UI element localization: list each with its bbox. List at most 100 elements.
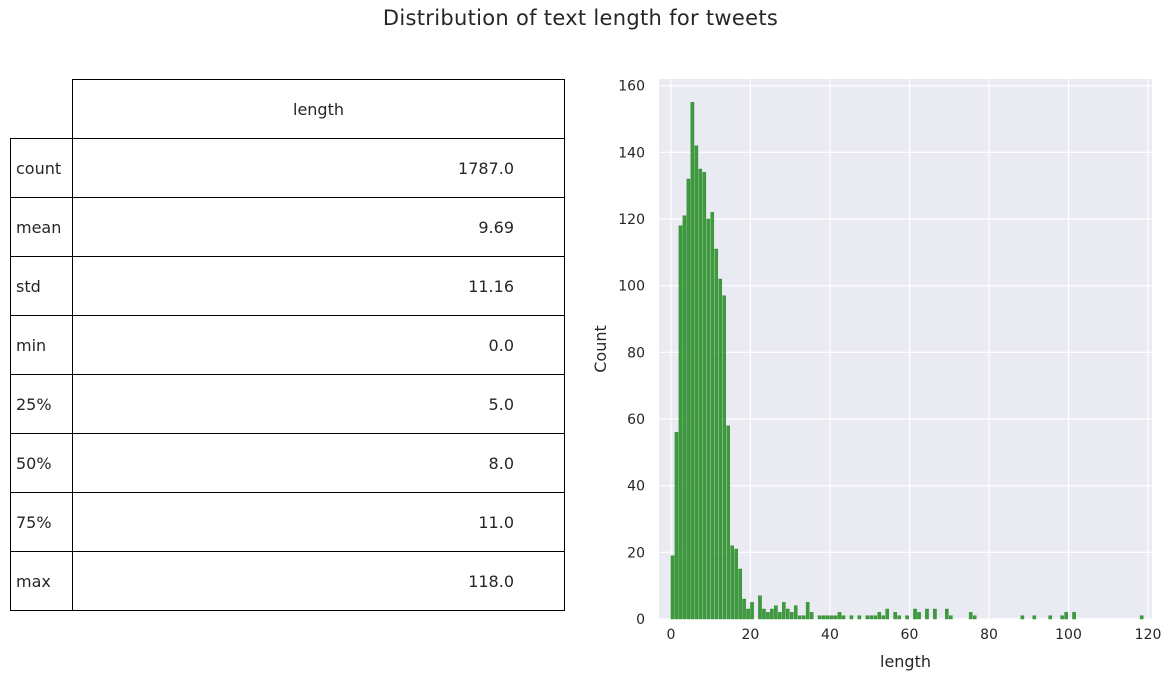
x-tick-label: 60 xyxy=(901,627,919,643)
histogram-bar xyxy=(670,555,675,620)
histogram-bar xyxy=(949,615,953,620)
table-row: 25% 5.0 xyxy=(10,374,565,434)
histogram-bar xyxy=(913,608,917,620)
row-value: 8.0 xyxy=(72,433,565,493)
row-label: max xyxy=(10,551,73,611)
row-value: 5.0 xyxy=(72,374,565,434)
histogram-bar xyxy=(786,608,790,620)
histogram-bar xyxy=(945,608,949,620)
histogram-bar xyxy=(873,615,878,620)
histogram-bar xyxy=(821,615,826,620)
histogram-bar xyxy=(742,598,746,620)
histogram-bar xyxy=(817,615,822,620)
histogram-bar xyxy=(730,545,734,620)
row-label: std xyxy=(10,256,73,316)
histogram-bar xyxy=(893,612,897,620)
table-row: mean 9.69 xyxy=(10,197,565,257)
histogram-bar xyxy=(682,215,687,620)
histogram-bar xyxy=(829,615,834,620)
histogram-bar xyxy=(933,608,937,620)
y-tick-label: 40 xyxy=(627,479,645,495)
row-value: 9.69 xyxy=(72,197,565,257)
histogram-bar xyxy=(1032,615,1037,620)
histogram-bar xyxy=(738,568,742,620)
y-tick-label: 100 xyxy=(618,279,645,295)
histogram-bar xyxy=(917,612,921,620)
histogram-bar xyxy=(797,615,802,620)
histogram-bar xyxy=(774,605,778,620)
histogram-bar xyxy=(726,425,730,620)
histogram-bar xyxy=(877,612,882,620)
histogram-bar xyxy=(825,615,830,620)
histogram-bar xyxy=(782,602,786,620)
histogram-bar xyxy=(865,615,870,620)
histogram-bar xyxy=(778,612,782,620)
histogram-bar xyxy=(841,615,846,620)
histogram-bar xyxy=(690,102,695,620)
row-value: 1787.0 xyxy=(72,138,565,198)
row-label: 75% xyxy=(10,492,73,552)
histogram-bar xyxy=(714,248,719,620)
row-label: 50% xyxy=(10,433,73,493)
histogram-bar xyxy=(746,608,750,620)
table-row: 75% 11.0 xyxy=(10,492,565,552)
histogram-bar xyxy=(1020,615,1025,620)
x-tick-label: 100 xyxy=(1055,627,1082,643)
x-tick-label: 40 xyxy=(821,627,839,643)
y-tick-label: 120 xyxy=(618,212,645,228)
x-tick-label: 120 xyxy=(1135,627,1161,643)
table-row: min 0.0 xyxy=(10,315,565,375)
table-row: 50% 8.0 xyxy=(10,433,565,493)
x-tick-label: 80 xyxy=(980,627,998,643)
row-value: 0.0 xyxy=(72,315,565,375)
y-tick-label: 20 xyxy=(627,545,645,561)
histogram-bar xyxy=(849,615,854,620)
histogram-bar xyxy=(1048,615,1053,620)
stats-table: length count 1787.0 mean 9.69 std 11.16 … xyxy=(10,79,565,611)
y-axis-ticks: 0 20 40 60 80 100 120 140 160 xyxy=(618,79,645,628)
histogram-bar xyxy=(702,172,707,620)
histogram-bar xyxy=(869,615,874,620)
histogram-bar xyxy=(805,602,810,620)
histogram-bar xyxy=(698,168,703,620)
histogram-bars xyxy=(670,102,1144,620)
figure-title: Distribution of text length for tweets xyxy=(382,6,779,30)
histogram-bar xyxy=(710,212,715,620)
y-tick-label: 0 xyxy=(636,612,645,628)
row-value: 118.0 xyxy=(72,551,565,611)
histogram-bar xyxy=(1060,615,1064,620)
histogram-bar xyxy=(678,225,683,620)
y-tick-label: 80 xyxy=(627,345,645,361)
histogram-bar xyxy=(857,615,862,620)
row-label: mean xyxy=(10,197,73,257)
histogram-bar xyxy=(686,178,691,620)
histogram-bar xyxy=(1072,612,1076,620)
plot-area xyxy=(659,79,1152,619)
histogram-bar xyxy=(837,612,842,620)
x-tick-label: 0 xyxy=(666,627,675,643)
histogram-bar xyxy=(897,615,901,620)
histogram-bar xyxy=(968,612,973,620)
histogram-bar xyxy=(718,278,723,620)
histogram-bar xyxy=(1139,615,1144,620)
table-header-row: length xyxy=(10,79,565,139)
row-value: 11.0 xyxy=(72,492,565,552)
table-row: max 118.0 xyxy=(10,551,565,611)
histogram-bar xyxy=(770,608,774,620)
histogram-bar xyxy=(972,615,977,620)
histogram-bar xyxy=(905,615,909,620)
table-row: std 11.16 xyxy=(10,256,565,316)
row-value: 11.16 xyxy=(72,256,565,316)
histogram-bar xyxy=(809,612,814,620)
y-axis-label: Count xyxy=(591,325,610,373)
x-axis-ticks: 0 20 40 60 80 100 120 xyxy=(666,627,1161,643)
histogram-bar xyxy=(722,295,726,620)
y-tick-label: 60 xyxy=(627,412,645,428)
y-tick-label: 160 xyxy=(618,79,645,95)
histogram-bar xyxy=(758,595,762,620)
table-corner xyxy=(10,79,73,139)
histogram-bar xyxy=(790,612,794,620)
histogram-bar xyxy=(925,608,929,620)
histogram-bar xyxy=(694,145,699,620)
